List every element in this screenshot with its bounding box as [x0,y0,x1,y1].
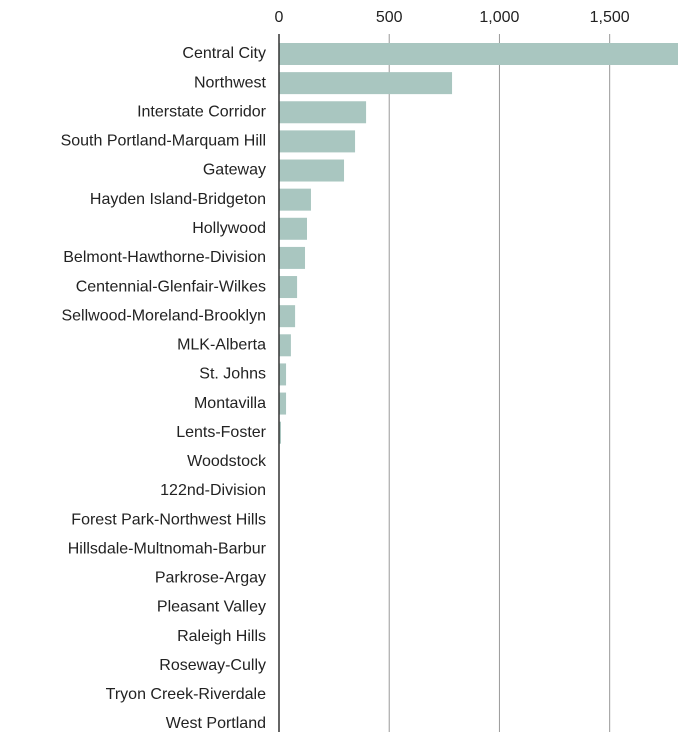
x-tick-label: 500 [376,9,403,26]
y-tick-label: Raleigh Hills [177,628,266,645]
y-tick-label: Woodstock [187,453,267,470]
bar [279,392,287,415]
bar [279,334,291,357]
y-tick-label: Hillsdale-Multnomah-Barbur [68,540,267,557]
y-tick-label: Pleasant Valley [157,599,266,616]
y-tick-label: Northwest [194,74,267,91]
y-tick-label: Lents-Foster [176,424,266,441]
bar [279,421,281,444]
y-tick-label: Interstate Corridor [137,103,267,120]
x-tick-label: 1,000 [479,9,519,26]
y-tick-label: Hayden Island-Bridgeton [90,191,266,208]
bar [279,246,306,269]
y-tick-label: Belmont-Hawthorne-Division [63,249,266,266]
bar [279,305,296,328]
x-tick-label: 0 [275,9,284,26]
bar [279,130,356,153]
y-tick-label: Central City [182,45,266,62]
bar [279,43,678,65]
y-tick-label: Forest Park-Northwest Hills [71,511,266,528]
y-tick-label: Roseway-Cully [159,657,266,674]
bar [279,188,311,211]
bar [279,217,307,240]
bar [279,72,453,95]
y-tick-label: St. Johns [199,366,266,383]
bar [279,276,298,299]
x-tick-label: 1,500 [590,9,630,26]
y-tick-label: Tryon Creek-Riverdale [106,686,266,703]
y-tick-label: 122nd-Division [160,482,266,499]
y-tick-label: Sellwood-Moreland-Brooklyn [61,307,266,324]
bar [279,101,367,124]
bar [279,363,287,386]
y-tick-label: Hollywood [192,220,266,237]
bar [279,159,345,182]
y-tick-label: Montavilla [194,395,266,412]
y-tick-label: South Portland-Marquam Hill [61,133,266,150]
y-tick-label: MLK-Alberta [177,337,266,354]
y-tick-label: Centennial-Glenfair-Wilkes [76,278,266,295]
y-tick-label: Gateway [203,162,266,179]
y-tick-label: Parkrose-Argay [155,570,266,587]
y-tick-label: West Portland [166,715,266,732]
